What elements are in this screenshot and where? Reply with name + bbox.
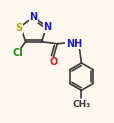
Text: S: S (15, 23, 22, 33)
Text: CH₃: CH₃ (72, 100, 90, 108)
Text: N: N (43, 23, 51, 32)
Text: Cl: Cl (13, 48, 23, 58)
Text: O: O (49, 57, 57, 67)
Text: N: N (29, 12, 37, 22)
Text: NH: NH (65, 39, 81, 49)
